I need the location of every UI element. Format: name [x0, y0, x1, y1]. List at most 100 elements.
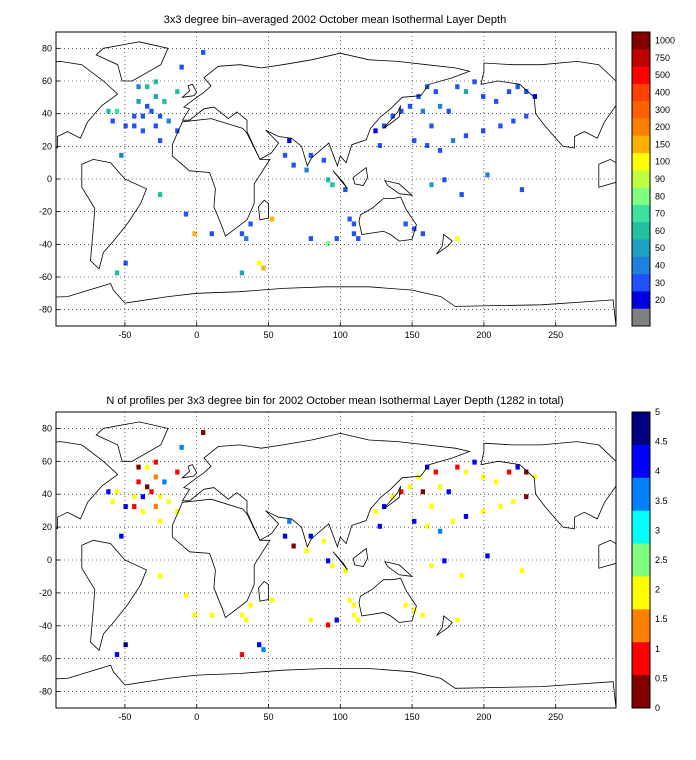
data-cell [524, 89, 529, 95]
data-cell [132, 504, 137, 510]
colorbar-segment [632, 576, 650, 610]
data-cell [519, 187, 525, 193]
data-cell [123, 123, 128, 129]
data-cell [463, 133, 469, 139]
data-cell [244, 236, 249, 242]
colorbar-label: 1000 [655, 36, 675, 46]
colorbar-label: 60 [655, 226, 665, 236]
data-cell [239, 612, 245, 618]
x-tick-label: 250 [548, 712, 563, 722]
data-cell [140, 494, 146, 500]
data-cell [145, 464, 150, 470]
data-cell [244, 617, 249, 623]
colorbar-label: 30 [655, 278, 665, 288]
colorbar-segment [632, 204, 650, 223]
data-cell [347, 597, 352, 603]
y-tick-label: 60 [42, 456, 52, 466]
coastline [81, 158, 148, 270]
colorbar-label: 750 [655, 53, 670, 63]
y-tick-label: -60 [39, 654, 52, 664]
colorbar-label: 1.5 [655, 614, 668, 624]
data-cell [157, 192, 163, 197]
data-cell [412, 138, 417, 144]
y-tick-label: 60 [42, 76, 52, 86]
data-cell [175, 469, 180, 475]
data-cell [377, 143, 382, 148]
colorbar-label: 4 [655, 466, 660, 476]
data-cell [450, 518, 456, 524]
colorbar-segment [632, 49, 650, 68]
y-tick-label: -80 [39, 305, 52, 315]
data-cell [321, 538, 326, 544]
data-cell [157, 113, 163, 119]
coastline [81, 539, 148, 652]
data-cell [153, 474, 158, 480]
colorbar-segment [632, 66, 650, 85]
data-cell [351, 221, 357, 227]
data-cell [140, 113, 146, 119]
data-cell [381, 123, 387, 129]
data-cell [123, 642, 128, 648]
data-cell [524, 113, 529, 119]
data-cell [153, 79, 158, 85]
colorbar-label: 20 [655, 295, 665, 305]
x-tick-label: 150 [405, 712, 420, 722]
colorbar-segment [632, 170, 650, 189]
data-cell [321, 157, 326, 163]
data-cell [493, 98, 499, 104]
data-cell [114, 652, 120, 658]
x-tick-label: 200 [476, 712, 491, 722]
data-cell [407, 103, 413, 109]
colorbar-segment [632, 274, 650, 292]
data-cell [425, 143, 430, 148]
data-cell [157, 518, 163, 524]
colorbar-label: 0 [655, 703, 660, 713]
data-cell [373, 509, 378, 514]
data-cell [149, 108, 154, 114]
data-cell [347, 216, 352, 222]
y-tick-label: -40 [39, 621, 52, 631]
data-cell [334, 236, 339, 242]
colorbar-segment [632, 609, 650, 643]
data-cell [106, 489, 111, 495]
x-tick-label: 0 [194, 330, 199, 340]
data-cell [110, 499, 115, 505]
y-tick-label: 40 [42, 489, 52, 499]
data-cell [506, 469, 512, 475]
data-cell [330, 563, 335, 569]
coastline [480, 60, 616, 149]
data-cell [201, 49, 206, 55]
x-tick-label: 100 [333, 712, 348, 722]
coastline [332, 170, 348, 190]
data-cell [175, 128, 180, 134]
data-cell [308, 533, 314, 539]
data-cell [162, 479, 167, 485]
data-cell [437, 147, 443, 153]
y-tick-label: 40 [42, 109, 52, 119]
data-cell [532, 94, 538, 99]
colorbar-label: 70 [655, 209, 665, 219]
y-tick-label: 80 [42, 43, 52, 53]
coastline [598, 539, 616, 569]
data-cell [519, 568, 525, 574]
colorbar-label: 80 [655, 191, 665, 201]
data-cell [437, 528, 443, 534]
coastline [258, 199, 269, 221]
data-cell [192, 231, 197, 237]
coastline [358, 577, 417, 623]
data-cell [201, 430, 206, 436]
data-cell [511, 499, 516, 505]
data-cell [407, 484, 413, 490]
data-cell [136, 98, 141, 104]
data-cell [123, 504, 128, 510]
colorbar-label: 4.5 [655, 437, 668, 447]
data-cell [162, 98, 167, 104]
data-cell [485, 172, 490, 178]
data-cell [420, 231, 426, 237]
data-cell [136, 479, 141, 485]
data-cell [420, 489, 426, 495]
colorbar-segment [632, 83, 650, 102]
data-cell [416, 474, 421, 480]
colorbar-segment [632, 675, 650, 709]
